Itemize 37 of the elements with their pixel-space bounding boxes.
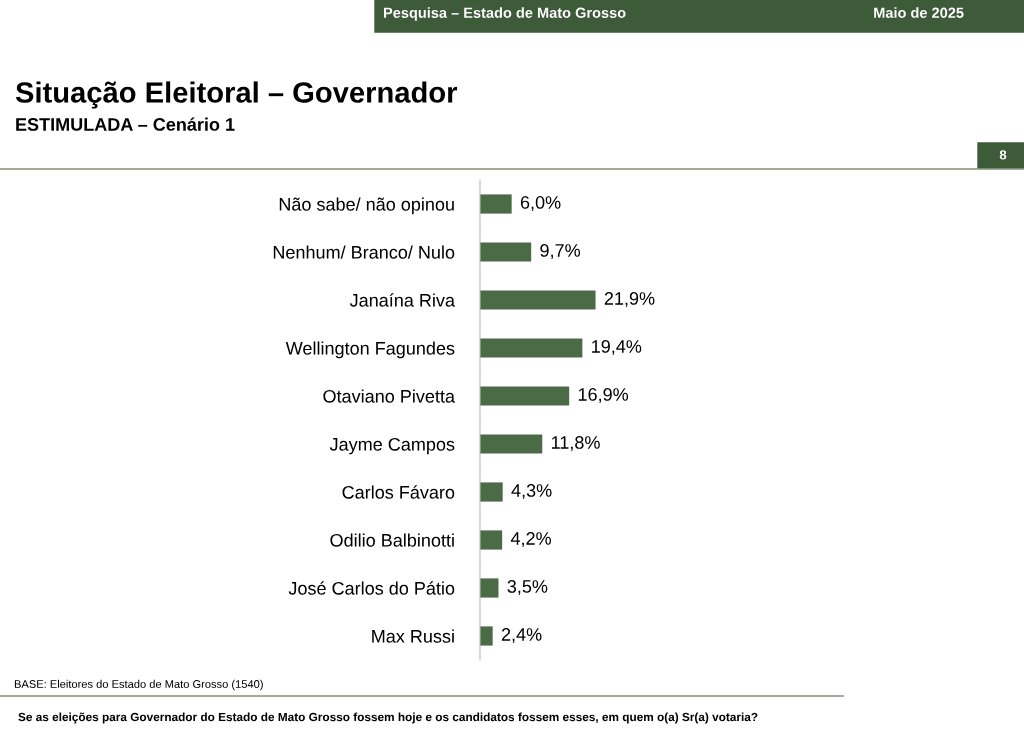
- y-tick-label: Otaviano Pivetta: [323, 389, 456, 403]
- bar: [480, 530, 503, 550]
- bar: [480, 194, 512, 214]
- text: Maio de 2025: [874, 7, 964, 18]
- data-label: 4,3%: [511, 484, 552, 499]
- data-label: 16,9%: [578, 388, 629, 403]
- bar: [480, 338, 583, 358]
- y-tick-label: Max Russi: [372, 629, 454, 643]
- bar: [480, 242, 532, 262]
- data-label: 9,7%: [540, 244, 581, 259]
- text: ESTIMULADA – Cenário 1: [16, 117, 235, 131]
- text: Se as eleições para Governador do Estado de Mato Grosso fossem hoje e os candidatos fossem esses, em quem o(a) Sr(a) votaria?: [18, 712, 758, 724]
- data-label: 21,9%: [604, 292, 655, 307]
- bar: [480, 386, 570, 406]
- y-tick-label: Jayme Campos: [329, 437, 455, 455]
- bar: [480, 290, 596, 310]
- text: Situação Eleitoral – Governador: [15, 81, 458, 109]
- y-tick-label: Janaína Riva: [349, 293, 456, 307]
- data-label: 4,2%: [510, 532, 552, 547]
- y-tick-label: Nenhum/ Branco/ Nulo: [273, 245, 455, 259]
- y-tick-label: Não sabe/ não opinou: [279, 197, 454, 215]
- data-label: 19,4%: [592, 340, 642, 355]
- y-tick-label: José Carlos do Pátio: [288, 581, 455, 595]
- data-label: 6,0%: [520, 196, 561, 211]
- data-label: 11,8%: [551, 436, 600, 451]
- y-tick-label: Wellington Fagundes: [285, 341, 455, 359]
- data-label: 3,5%: [507, 580, 548, 595]
- text: BASE: Eleitores do Estado de Mato Grosso (1540): [14, 679, 263, 691]
- bar: [480, 434, 543, 454]
- bar: [480, 626, 493, 646]
- y-tick-label: Carlos Fávaro: [342, 485, 455, 499]
- text: Pesquisa – Estado de Mato Grosso: [383, 7, 626, 21]
- bar: [480, 578, 499, 598]
- y-tick-label: Odilio Balbinotti: [330, 533, 454, 547]
- bar: [480, 482, 503, 502]
- data-label: 2,4%: [501, 628, 542, 643]
- text: 8: [999, 150, 1007, 160]
